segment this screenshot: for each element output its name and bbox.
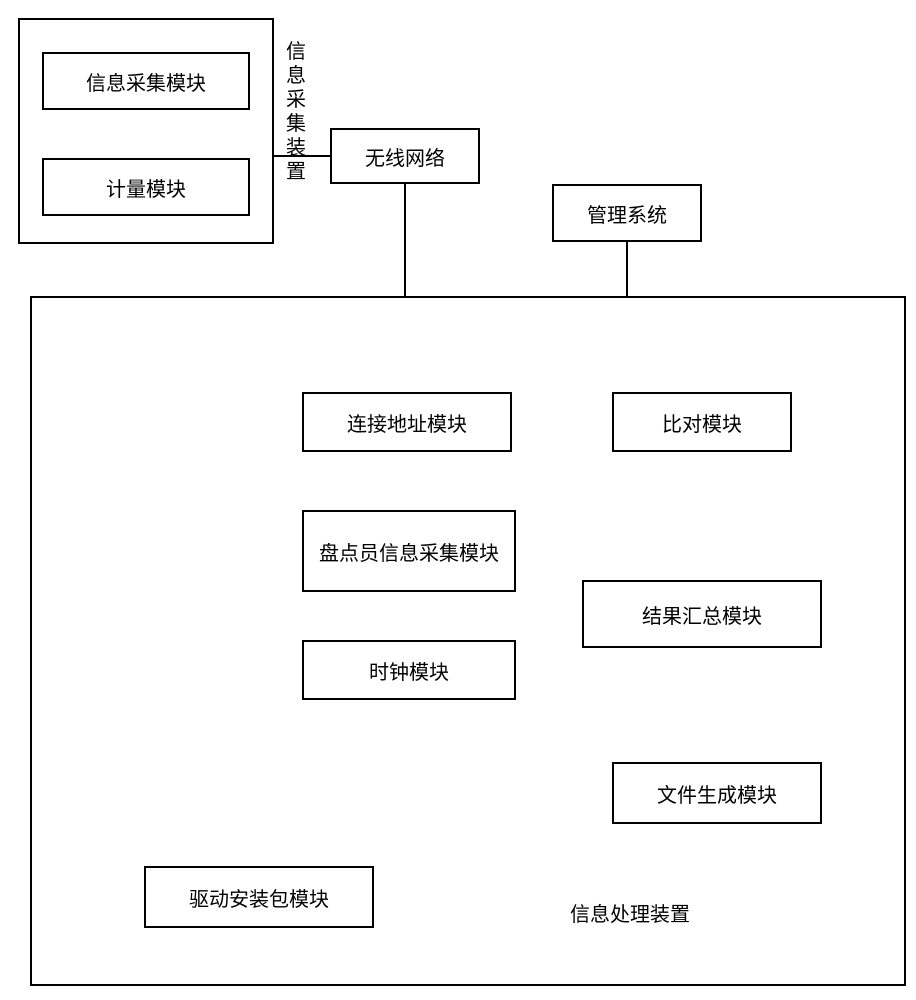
clock-module: 时钟模块	[302, 640, 516, 700]
driver-package-module: 驱动安装包模块	[144, 866, 374, 928]
vchar: 置	[286, 160, 306, 184]
result-summary-module: 结果汇总模块	[582, 580, 822, 648]
vchar: 信	[286, 40, 306, 64]
management-system: 管理系统	[552, 184, 702, 242]
file-generate-module: 文件生成模块	[612, 762, 822, 824]
label: 时钟模块	[369, 656, 449, 685]
label: 盘点员信息采集模块	[319, 537, 499, 566]
label: 比对模块	[662, 408, 742, 437]
metering-module: 计量模块	[42, 158, 250, 216]
label: 管理系统	[587, 199, 667, 228]
label: 连接地址模块	[347, 408, 467, 437]
connect-address-module: 连接地址模块	[302, 392, 512, 452]
label: 信息处理装置	[570, 904, 690, 926]
info-collect-device-label: 信 息 采 集 装 置	[286, 40, 306, 184]
vchar: 装	[286, 136, 306, 160]
wireless-network: 无线网络	[330, 128, 480, 184]
vchar: 集	[286, 112, 306, 136]
info-collect-module: 信息采集模块	[42, 52, 250, 110]
info-processing-device-label: 信息处理装置	[570, 898, 690, 927]
label: 计量模块	[106, 173, 186, 202]
vchar: 息	[286, 64, 306, 88]
vchar: 采	[286, 88, 306, 112]
label: 结果汇总模块	[642, 600, 762, 629]
inventory-staff-module: 盘点员信息采集模块	[302, 510, 516, 592]
diagram-canvas: 信 息 采 集 装 置 信息采集模块 计量模块 无线网络 管理系统 连接地址模块…	[0, 0, 916, 1000]
label: 文件生成模块	[657, 779, 777, 808]
label: 无线网络	[365, 142, 445, 171]
compare-module: 比对模块	[612, 392, 792, 452]
label: 驱动安装包模块	[189, 883, 329, 912]
label: 信息采集模块	[86, 67, 206, 96]
